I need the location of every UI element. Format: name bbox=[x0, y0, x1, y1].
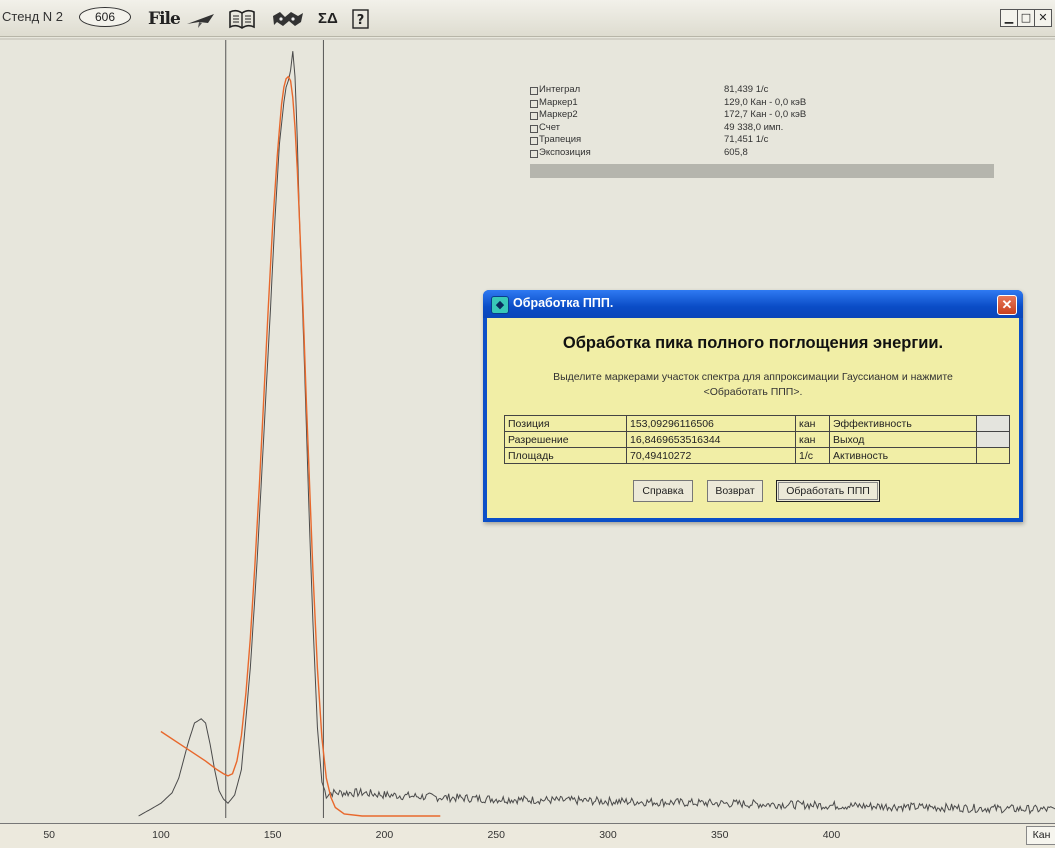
info-row: Экспозиция 605,8 bbox=[530, 147, 994, 160]
info-value: 172,7 Кан - 0,0 кэВ bbox=[724, 109, 806, 122]
help-mark: ? bbox=[357, 13, 365, 28]
help-button[interactable]: Справка bbox=[633, 480, 693, 502]
param-unit: кан bbox=[796, 432, 830, 448]
instruction-line-1: Выделите маркерами участок спектра для а… bbox=[553, 371, 953, 383]
close-button[interactable]: ✕ bbox=[1034, 9, 1052, 27]
maximize-button[interactable]: □ bbox=[1017, 9, 1035, 27]
param-right-label: Активность bbox=[830, 448, 977, 464]
dialog-titlebar[interactable]: ◆ Обработка ППП. ✕ bbox=[483, 290, 1023, 318]
file-icon[interactable]: File bbox=[148, 8, 180, 30]
param-checkbox[interactable] bbox=[977, 448, 1010, 464]
x-tick-label: 250 bbox=[487, 829, 505, 841]
param-name: Разрешение bbox=[505, 432, 627, 448]
param-right-label: Выход bbox=[830, 432, 977, 448]
info-checkbox[interactable] bbox=[530, 100, 538, 108]
params-row: Площадь 70,49410272 1/с Активность bbox=[505, 448, 1010, 464]
param-value: 16,8469653516344 bbox=[627, 432, 796, 448]
x-axis-unit[interactable]: Кан bbox=[1026, 826, 1055, 845]
dialog-body: Обработка пика полного поглощения энерги… bbox=[487, 318, 1019, 518]
info-checkbox[interactable] bbox=[530, 87, 538, 95]
info-scroll-bar[interactable] bbox=[530, 164, 994, 178]
x-axis: Кан 50 100 150 200 250 300 350 400 bbox=[0, 823, 1055, 848]
param-unit: кан bbox=[796, 416, 830, 432]
scale-icon[interactable]: ΣΔ bbox=[318, 8, 340, 30]
param-name: Позиция bbox=[505, 416, 627, 432]
info-label: Экспозиция bbox=[539, 147, 591, 160]
book-icon[interactable] bbox=[229, 8, 255, 30]
info-row: Маркер2 172,7 Кан - 0,0 кэВ bbox=[530, 109, 994, 122]
app-title: Стенд N 2 bbox=[2, 9, 63, 24]
minimize-button[interactable]: ▁ bbox=[1000, 9, 1018, 27]
x-tick-label: 350 bbox=[711, 829, 729, 841]
x-tick-label: 400 bbox=[823, 829, 841, 841]
marker-lines[interactable] bbox=[226, 40, 324, 818]
x-tick-label: 300 bbox=[599, 829, 617, 841]
info-checkbox[interactable] bbox=[530, 150, 538, 158]
x-tick-label: 100 bbox=[152, 829, 170, 841]
param-name: Площадь bbox=[505, 448, 627, 464]
info-checkbox[interactable] bbox=[530, 125, 538, 133]
dialog-close-button[interactable]: ✕ bbox=[997, 295, 1017, 315]
info-row: Счет 49 338,0 имп. bbox=[530, 122, 994, 135]
params-row: Разрешение 16,8469653516344 кан Выход bbox=[505, 432, 1010, 448]
info-checkbox[interactable] bbox=[530, 137, 538, 145]
plane-icon[interactable] bbox=[186, 8, 216, 30]
info-value: 129,0 Кан - 0,0 кэВ bbox=[724, 97, 806, 110]
params-table: Позиция 153,09296116506 кан Эффективность Ра… bbox=[504, 415, 1010, 464]
x-tick-label: 50 bbox=[43, 829, 55, 841]
info-value: 49 338,0 имп. bbox=[724, 122, 783, 135]
info-row: Интеграл 81,439 1/с bbox=[530, 84, 994, 97]
param-checkbox[interactable] bbox=[977, 416, 1010, 432]
info-checkbox[interactable] bbox=[530, 112, 538, 120]
info-row: Маркер1 129,0 Кан - 0,0 кэВ bbox=[530, 97, 994, 110]
info-value: 71,451 1/с bbox=[724, 134, 768, 147]
info-label: Маркер2 bbox=[539, 109, 578, 122]
info-label: Маркер1 bbox=[539, 97, 578, 110]
param-right-label: Эффективность bbox=[830, 416, 977, 432]
ppp-dialog: ◆ Обработка ППП. ✕ Обработка пика полног… bbox=[483, 290, 1023, 522]
param-value: 153,09296116506 bbox=[627, 416, 796, 432]
dialog-instruction: Выделите маркерами участок спектра для а… bbox=[523, 370, 983, 400]
info-row: Трапеция 71,451 1/с bbox=[530, 134, 994, 147]
gaussian-fit-line bbox=[161, 77, 440, 816]
x-tick-label: 200 bbox=[376, 829, 394, 841]
info-label: Интеграл bbox=[539, 84, 580, 97]
dialog-title: Обработка ППП. bbox=[513, 296, 613, 310]
help-icon[interactable]: ? bbox=[352, 8, 370, 30]
info-value: 605,8 bbox=[724, 147, 748, 160]
info-label: Трапеция bbox=[539, 134, 581, 147]
info-label: Счет bbox=[539, 122, 560, 135]
param-unit: 1/с bbox=[796, 448, 830, 464]
exposure-badge[interactable]: 606 bbox=[79, 7, 131, 27]
params-row: Позиция 153,09296116506 кан Эффективность bbox=[505, 416, 1010, 432]
param-value: 70,49410272 bbox=[627, 448, 796, 464]
param-checkbox[interactable] bbox=[977, 432, 1010, 448]
toolbar: Стенд N 2 606 File ΣΔ ? ▁ □ ✕ bbox=[0, 0, 1055, 37]
puzzle-icon[interactable] bbox=[271, 8, 305, 30]
dialog-app-icon: ◆ bbox=[491, 296, 509, 314]
x-tick-label: 150 bbox=[264, 829, 282, 841]
dialog-heading: Обработка пика полного поглощения энерги… bbox=[487, 334, 1019, 353]
info-value: 81,439 1/с bbox=[724, 84, 768, 97]
instruction-line-2: <Обработать ППП>. bbox=[704, 386, 803, 398]
back-button[interactable]: Возврат bbox=[707, 480, 763, 502]
process-ppp-button[interactable]: Обработать ППП bbox=[776, 480, 880, 502]
info-panel: Интеграл 81,439 1/с Маркер1 129,0 Кан - 0,0… bbox=[530, 84, 994, 178]
